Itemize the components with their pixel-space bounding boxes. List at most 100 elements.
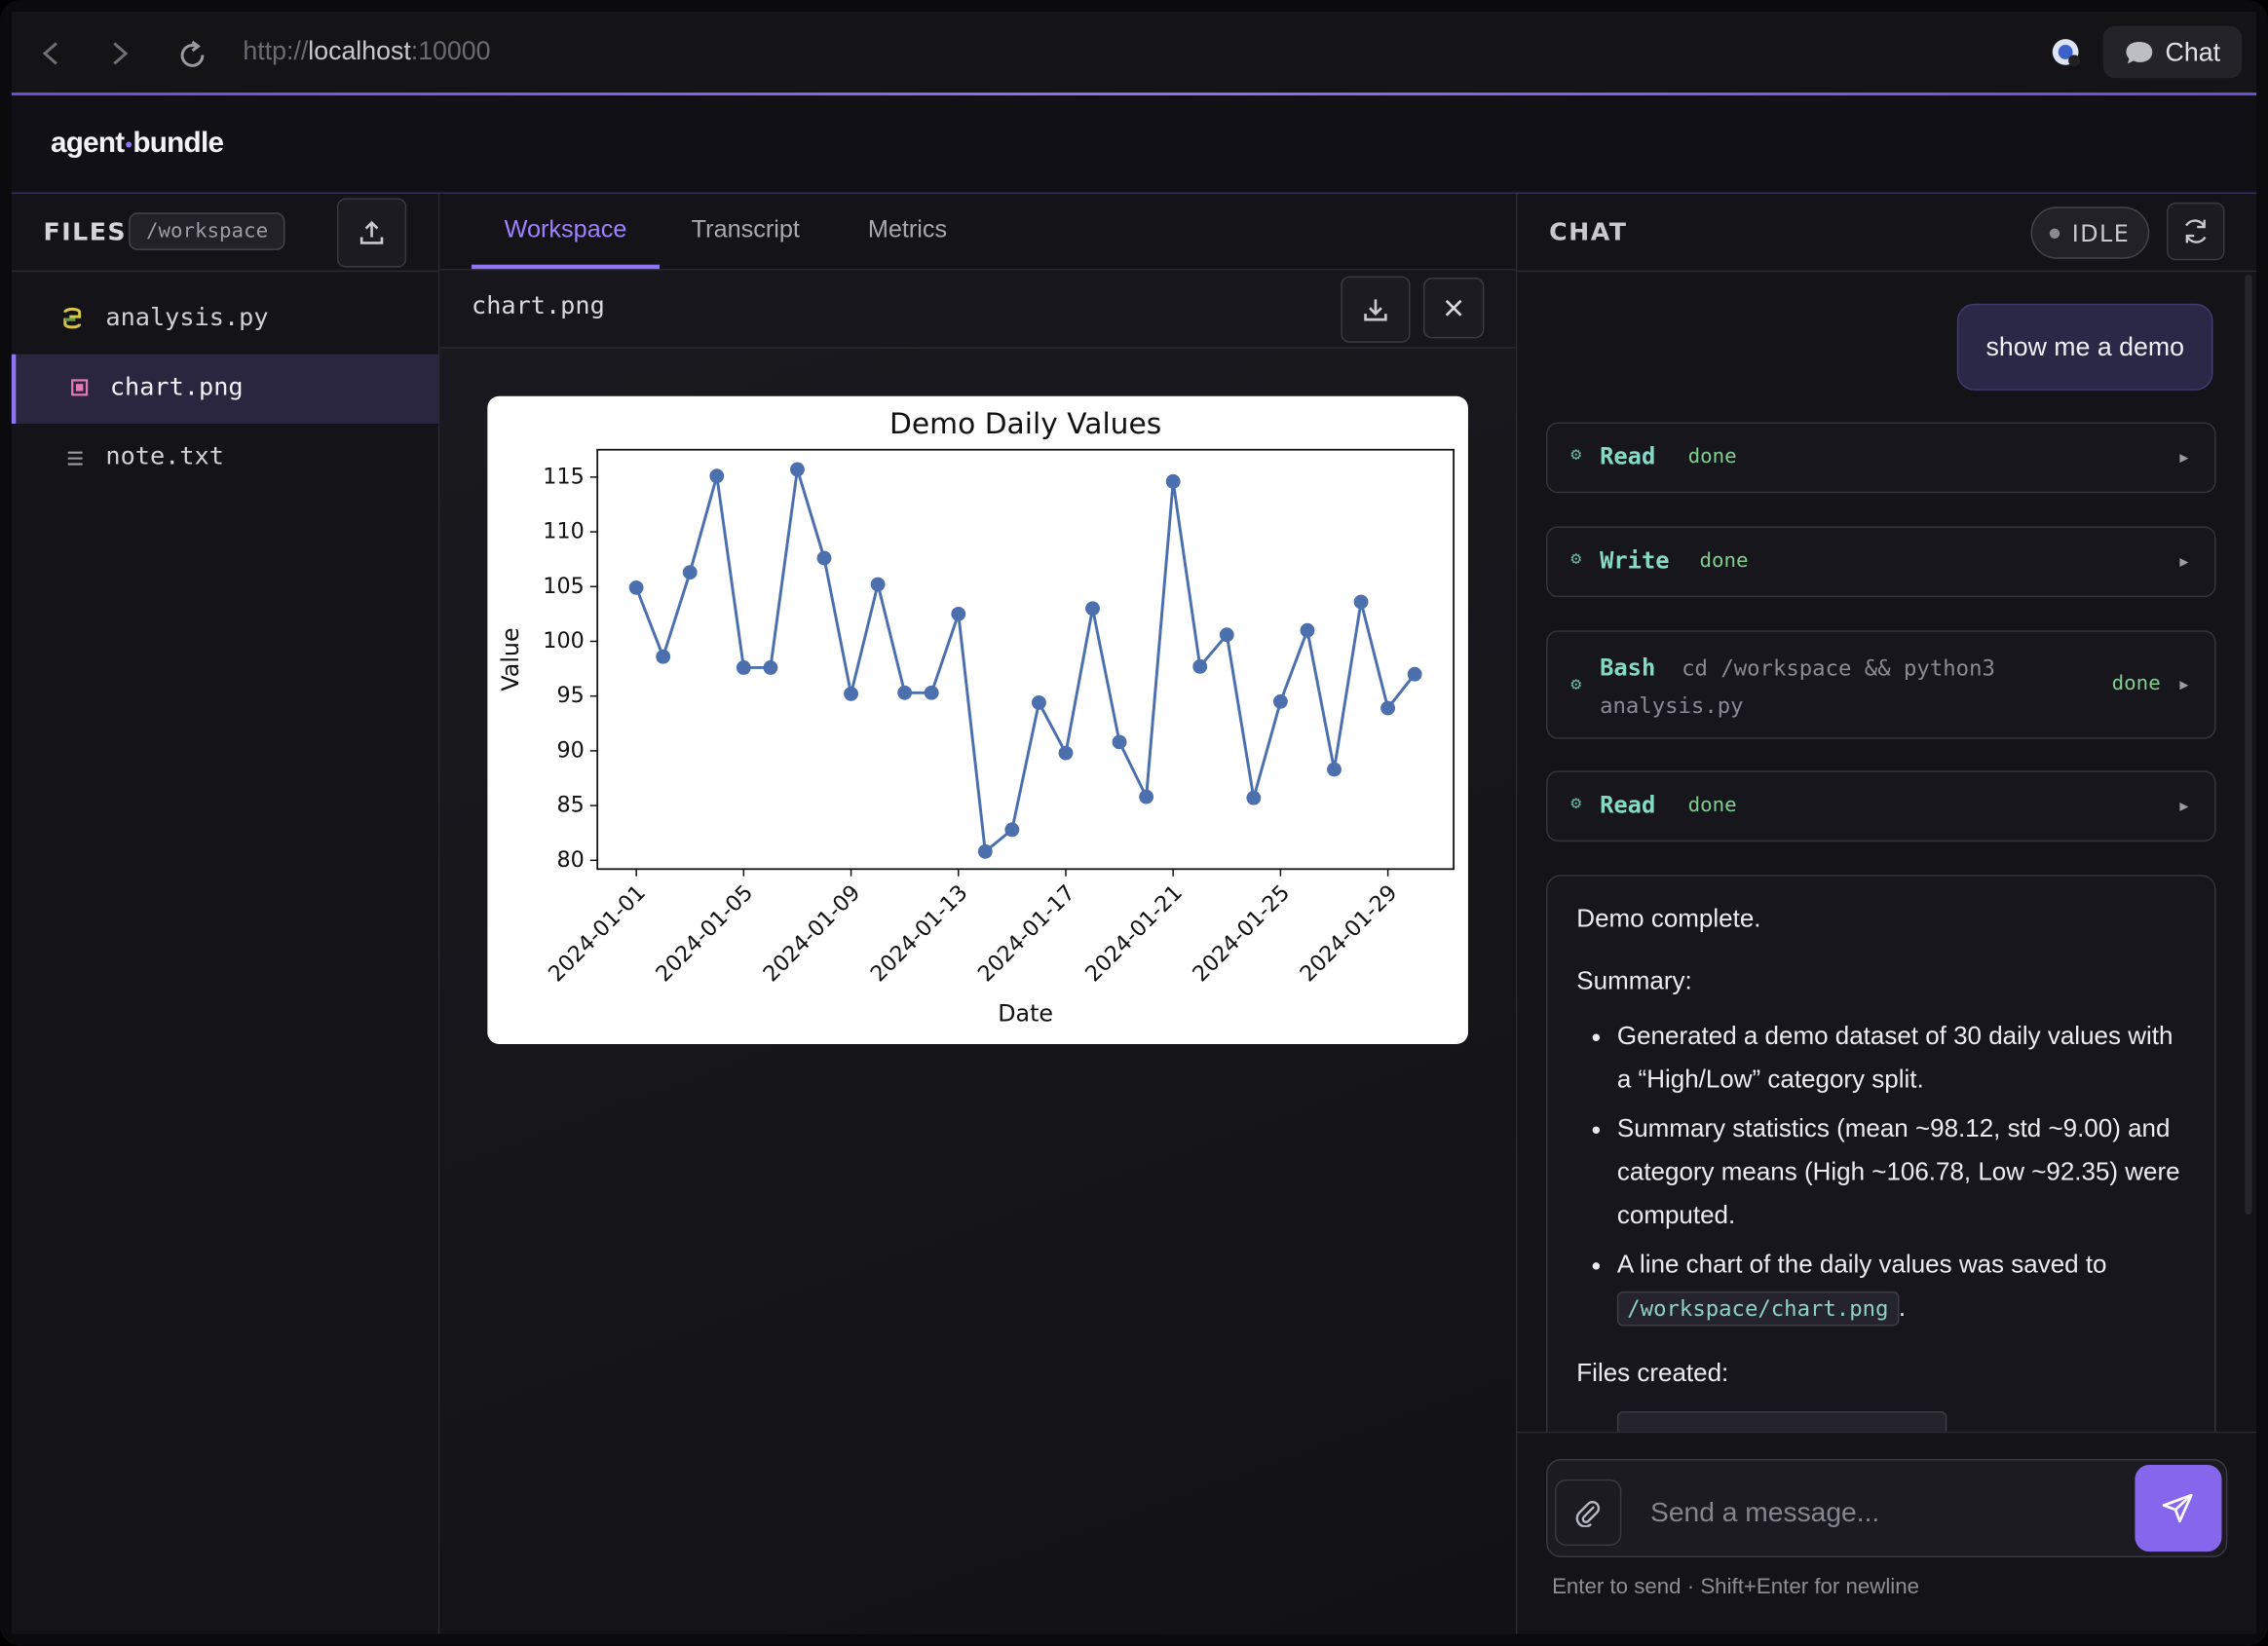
files-panel: FILES /workspace analysis.py chart.png n… bbox=[11, 193, 440, 1634]
x-axis-label: Date bbox=[998, 1000, 1053, 1028]
logo-left: agent bbox=[50, 127, 125, 160]
data-point bbox=[1031, 695, 1046, 710]
download-button[interactable] bbox=[1341, 276, 1411, 343]
tool-icon: ⚙ bbox=[1570, 673, 1582, 694]
data-point bbox=[1058, 745, 1074, 761]
extension-icon[interactable] bbox=[2051, 38, 2083, 70]
tool-card[interactable]: ⚙ Read done bbox=[1546, 422, 2216, 494]
data-point bbox=[1085, 601, 1100, 617]
reply-paragraph: Demo complete. bbox=[1576, 903, 1761, 933]
url-host: localhost bbox=[308, 36, 411, 65]
tool-status: done bbox=[2111, 672, 2161, 696]
upload-button[interactable] bbox=[336, 198, 407, 268]
file-name: analysis.py bbox=[105, 303, 269, 333]
data-point bbox=[1380, 700, 1396, 716]
workspace-path: /workspace bbox=[129, 212, 285, 250]
workspace-panel: Workspace Transcript Metrics chart.png D… bbox=[439, 193, 1518, 1634]
reply-paragraph: Summary: bbox=[1576, 965, 1692, 995]
user-message: show me a demo bbox=[1956, 303, 2213, 391]
y-tick-label: 90 bbox=[556, 737, 584, 763]
python-icon bbox=[63, 307, 82, 329]
tab[interactable]: Metrics bbox=[867, 215, 948, 243]
tool-name: Read bbox=[1600, 442, 1656, 470]
reply-list: Generated a demo dataset of 30 daily val… bbox=[1576, 1014, 2185, 1330]
chat-button[interactable]: Chat bbox=[2102, 25, 2243, 79]
url-port: :10000 bbox=[410, 36, 491, 65]
browser-bar: http://localhost:10000 Chat bbox=[11, 11, 2257, 94]
text-icon bbox=[67, 451, 83, 466]
data-point bbox=[844, 687, 858, 701]
tool-command: cd /workspace && python3 analysis.py bbox=[1600, 655, 1995, 719]
reply-bullet: Summary statistics (mean ~98.12, std ~9.… bbox=[1617, 1106, 2185, 1237]
message-input[interactable]: Send a message... bbox=[1546, 1459, 2228, 1558]
data-point bbox=[1272, 693, 1288, 709]
tool-card[interactable]: ⚙ Write done bbox=[1546, 526, 2216, 598]
reply-text: A line chart of the daily values was sav… bbox=[1616, 1249, 2107, 1279]
chat-button-label: Chat bbox=[2165, 36, 2221, 66]
status-pill: IDLE bbox=[2030, 206, 2150, 259]
accent-line bbox=[11, 93, 2257, 95]
y-tick-label: 110 bbox=[543, 519, 585, 544]
file-row[interactable]: note.txt bbox=[12, 424, 438, 493]
logo[interactable]: agent bundle bbox=[50, 127, 224, 161]
data-point bbox=[1407, 666, 1422, 682]
send-icon bbox=[2162, 1493, 2193, 1523]
data-point bbox=[1004, 822, 1020, 838]
attach-button[interactable] bbox=[1555, 1478, 1622, 1547]
tool-card[interactable]: ⚙ Bash cd /workspace && python3 analysis… bbox=[1546, 630, 2216, 739]
data-point bbox=[709, 468, 725, 484]
chart: Demo Daily Values Date Value 80 85 90 95 100… bbox=[497, 407, 1455, 1028]
status-label: IDLE bbox=[2071, 218, 2131, 247]
reply-bullet: Generated a demo dataset of 30 daily val… bbox=[1617, 1014, 2185, 1101]
x-tick-label: 2024-01-05 bbox=[651, 880, 758, 988]
tab-bar: Workspace Transcript Metrics bbox=[439, 193, 1516, 271]
expand-arrow bbox=[2179, 681, 2189, 691]
url[interactable]: http://localhost:10000 bbox=[243, 36, 490, 66]
data-point bbox=[1353, 594, 1369, 610]
data-point bbox=[1300, 622, 1315, 638]
file-row-selected[interactable]: chart.png bbox=[11, 354, 438, 425]
tab-active[interactable]: Workspace bbox=[472, 194, 661, 270]
chat-header: CHAT IDLE bbox=[1517, 194, 2257, 273]
message-list: show me a demo ⚙ Read done ⚙ Write done … bbox=[1517, 272, 2256, 1432]
download-icon bbox=[1364, 299, 1387, 321]
file-row[interactable]: analysis.py bbox=[12, 284, 438, 354]
refresh-button[interactable] bbox=[2167, 202, 2225, 261]
chat-title: CHAT bbox=[1549, 218, 1628, 247]
y-tick-label: 100 bbox=[543, 628, 585, 654]
tab[interactable]: Transcript bbox=[691, 215, 800, 243]
reply-bullet: A line chart of the daily values was sav… bbox=[1616, 1242, 2185, 1330]
data-point bbox=[870, 577, 886, 592]
app-header: agent bundle bbox=[11, 94, 2257, 194]
attach-icon bbox=[1575, 1501, 1601, 1527]
plot-frame bbox=[596, 448, 1455, 871]
close-button[interactable] bbox=[1422, 278, 1485, 339]
data-point bbox=[1165, 473, 1181, 489]
y-tick-label: 115 bbox=[543, 464, 585, 489]
y-tick-label: 105 bbox=[543, 574, 585, 599]
data-point bbox=[977, 843, 993, 859]
file-toolbar: chart.png bbox=[439, 270, 1516, 349]
tool-card[interactable]: ⚙ Read done bbox=[1546, 770, 2216, 842]
open-filename: chart.png bbox=[472, 291, 605, 321]
nav-icons[interactable] bbox=[38, 38, 211, 70]
logo-dot bbox=[125, 141, 132, 148]
data-point bbox=[628, 580, 644, 595]
expand-arrow bbox=[2179, 803, 2189, 811]
send-button[interactable] bbox=[2135, 1464, 2222, 1552]
data-point bbox=[682, 565, 698, 580]
data-point bbox=[656, 649, 671, 664]
data-point bbox=[1192, 658, 1208, 674]
scrollbar bbox=[2245, 275, 2252, 1216]
data-point bbox=[736, 660, 751, 675]
y-tick-label: 95 bbox=[556, 683, 584, 708]
expand-arrow bbox=[2179, 558, 2189, 567]
input-placeholder: Send a message... bbox=[1650, 1498, 1880, 1529]
data-line bbox=[634, 468, 1417, 855]
image-preview: Demo Daily Values Date Value 80 85 90 95 100… bbox=[487, 395, 1468, 1044]
tool-name: Read bbox=[1600, 791, 1656, 819]
logo-right: bundle bbox=[132, 127, 224, 160]
file-name: chart.png bbox=[109, 373, 244, 402]
file-name: note.txt bbox=[105, 442, 224, 472]
